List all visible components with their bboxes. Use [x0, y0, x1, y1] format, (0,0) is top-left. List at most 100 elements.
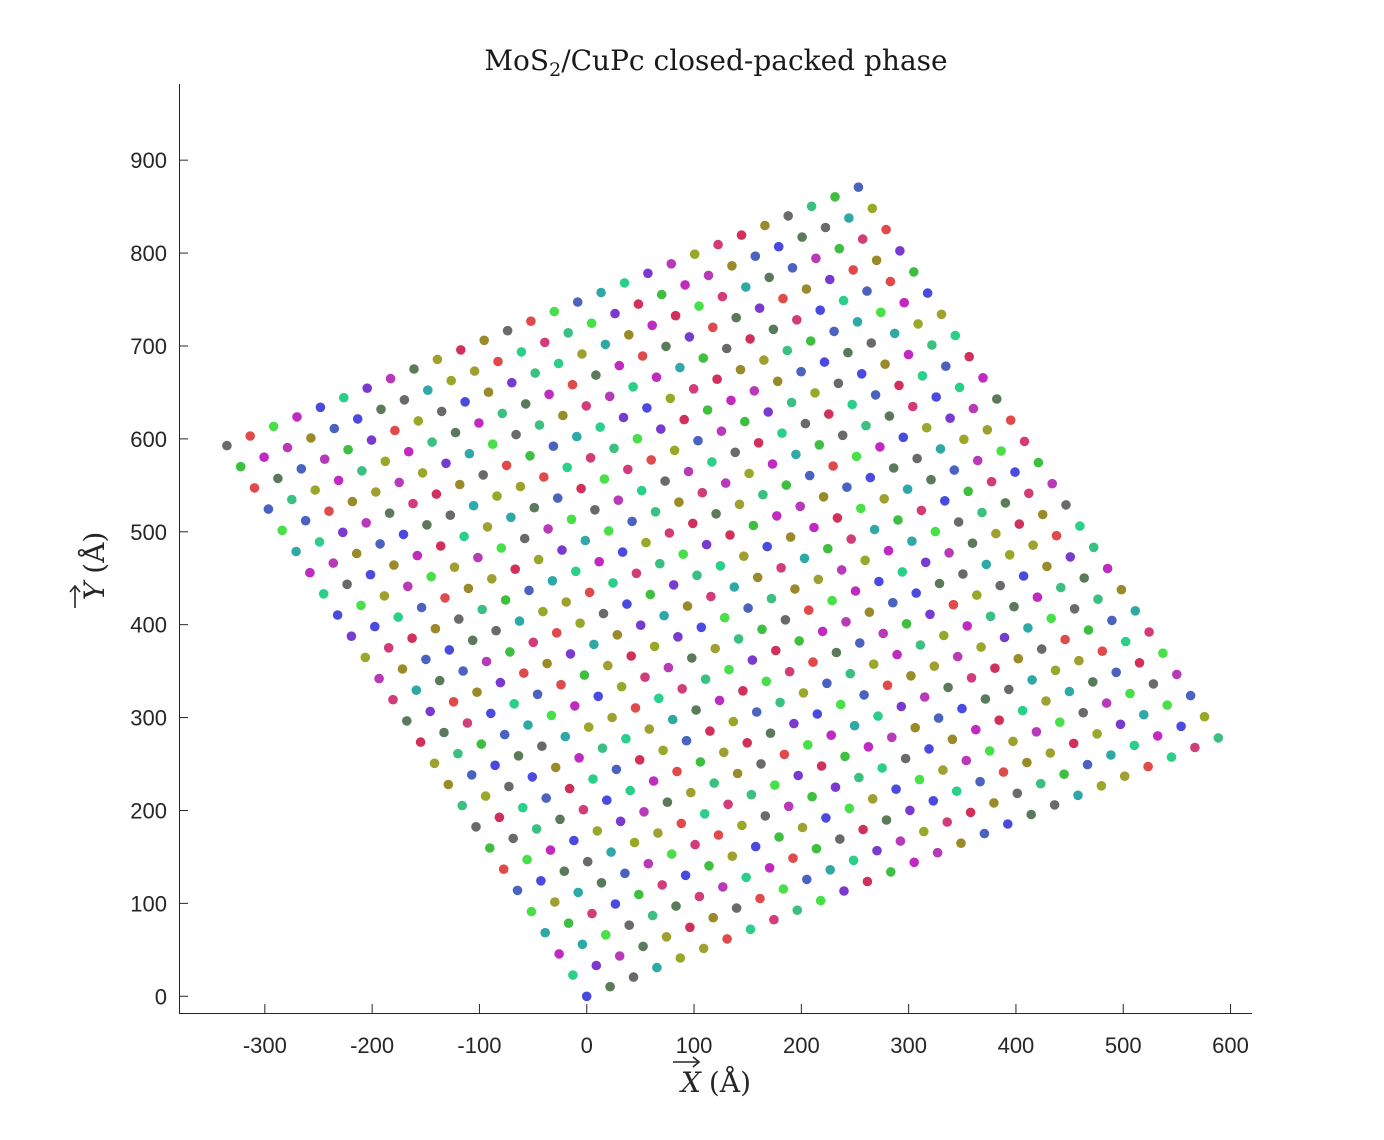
data-point — [921, 422, 932, 433]
data-point — [798, 688, 809, 698]
data-point — [1092, 729, 1102, 739]
data-point — [919, 692, 930, 702]
data-point — [732, 768, 743, 779]
data-point — [902, 484, 913, 495]
data-point — [431, 489, 442, 499]
data-point — [752, 572, 763, 583]
data-point — [1069, 604, 1080, 614]
data-point — [769, 914, 779, 925]
data-point — [753, 438, 764, 448]
data-point — [577, 349, 587, 359]
data-point — [749, 386, 760, 396]
data-point — [886, 867, 896, 877]
data-point — [681, 735, 692, 746]
data-point — [459, 531, 469, 542]
data-point — [339, 392, 349, 403]
data-point — [595, 422, 605, 432]
data-point — [734, 499, 745, 510]
data-point — [531, 824, 542, 834]
data-point — [931, 392, 941, 402]
data-point — [825, 274, 835, 285]
data-point — [614, 951, 625, 961]
data-point — [727, 851, 738, 861]
data-point — [807, 791, 817, 802]
data-point — [544, 389, 554, 400]
data-point — [1115, 719, 1126, 730]
data-point — [758, 489, 768, 500]
data-point — [390, 425, 400, 436]
data-point — [402, 716, 412, 726]
data-point — [1082, 759, 1093, 770]
data-point — [971, 724, 981, 735]
data-point — [793, 770, 803, 781]
data-point — [664, 528, 675, 538]
data-point — [730, 447, 740, 458]
data-point — [1152, 731, 1163, 741]
data-point — [1061, 500, 1071, 510]
data-point — [1120, 636, 1131, 647]
data-point — [557, 545, 567, 555]
data-point — [1004, 684, 1014, 695]
data-point — [1093, 594, 1103, 604]
data-point — [577, 939, 588, 950]
data-point — [598, 608, 609, 619]
data-point — [634, 889, 644, 900]
data-point — [712, 374, 722, 385]
data-point — [493, 356, 503, 367]
data-point — [1130, 606, 1141, 616]
data-point — [516, 347, 527, 357]
data-point — [529, 502, 540, 513]
data-point — [273, 473, 283, 484]
data-point — [778, 884, 789, 894]
data-point — [222, 440, 232, 451]
data-point — [622, 599, 632, 609]
data-point — [736, 230, 747, 240]
data-point — [643, 268, 653, 279]
data-point — [436, 406, 447, 417]
data-point — [662, 797, 673, 807]
y-tick-label: 500 — [130, 520, 167, 545]
data-point — [727, 261, 737, 271]
data-point — [867, 203, 878, 214]
data-point — [580, 535, 591, 546]
data-point — [624, 330, 634, 340]
data-point — [319, 454, 330, 465]
data-point — [743, 603, 753, 613]
data-point — [683, 466, 694, 477]
data-point — [875, 442, 885, 452]
data-point — [594, 556, 604, 567]
data-point — [527, 772, 538, 782]
data-point — [357, 466, 367, 476]
data-point — [532, 689, 543, 700]
data-point — [546, 710, 557, 721]
data-point — [588, 774, 598, 784]
data-point — [656, 289, 667, 300]
data-point — [604, 391, 615, 402]
data-point — [929, 661, 940, 671]
data-point — [1004, 550, 1015, 560]
data-point — [435, 541, 446, 551]
data-point — [833, 378, 844, 389]
data-point — [1096, 781, 1107, 791]
data-point — [697, 487, 708, 498]
data-point — [636, 485, 647, 496]
data-point — [1050, 665, 1061, 676]
data-point — [788, 853, 798, 863]
x-tick-label: -100 — [457, 1033, 501, 1058]
data-point — [898, 432, 909, 443]
data-point — [563, 918, 574, 928]
data-point — [466, 770, 477, 780]
data-point — [675, 953, 686, 963]
data-point — [874, 576, 884, 587]
data-point — [764, 272, 774, 283]
data-point — [972, 590, 982, 600]
data-point — [507, 377, 517, 388]
x-tick-label: 200 — [783, 1033, 820, 1058]
data-point — [415, 737, 426, 747]
data-point — [813, 574, 824, 585]
data-point — [755, 893, 765, 904]
data-point — [1143, 761, 1153, 772]
data-point — [814, 440, 825, 450]
data-point — [666, 259, 677, 269]
data-point — [796, 366, 806, 377]
